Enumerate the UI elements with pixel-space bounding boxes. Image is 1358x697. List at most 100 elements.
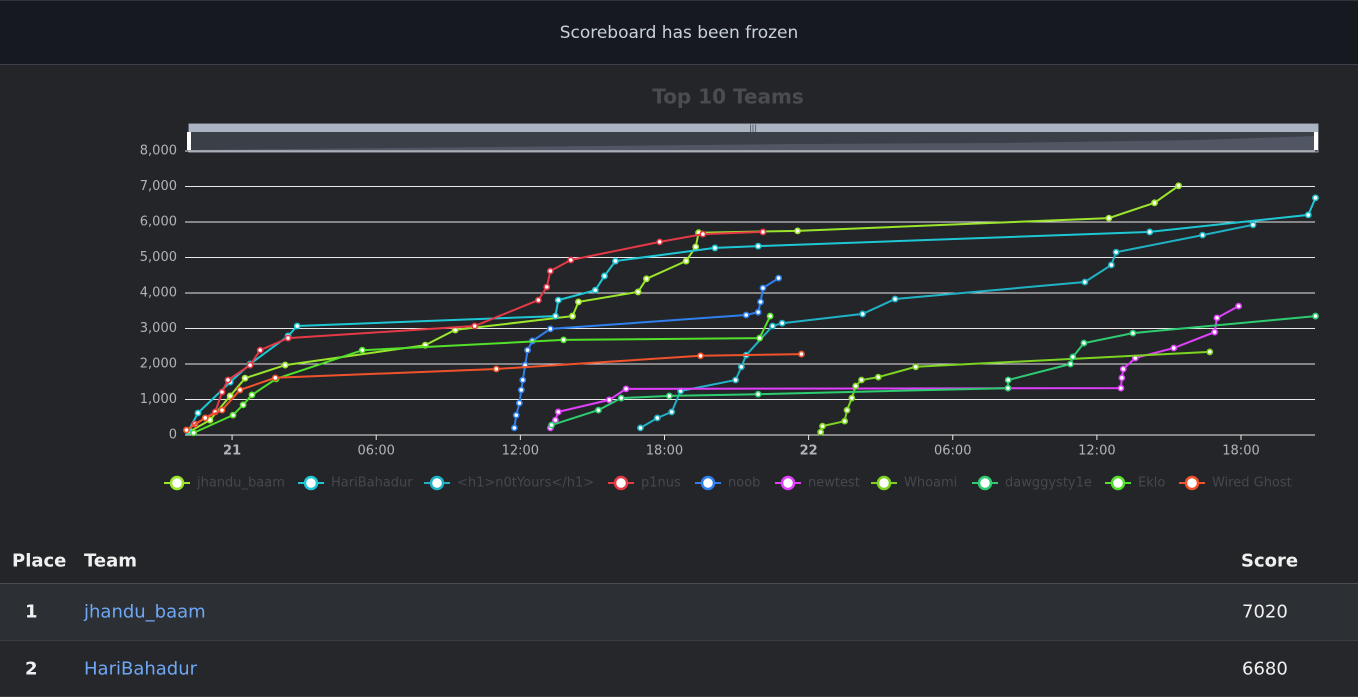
data-point bbox=[1117, 384, 1125, 392]
data-point bbox=[1312, 312, 1319, 320]
data-point bbox=[699, 230, 707, 238]
data-point bbox=[732, 376, 739, 384]
team-link[interactable]: HariBahadur bbox=[84, 658, 198, 679]
data-point bbox=[271, 374, 279, 382]
data-point bbox=[637, 424, 644, 432]
legend-item[interactable]: dawggysty1e bbox=[972, 476, 1092, 491]
legend-item[interactable]: Whoami bbox=[871, 476, 957, 491]
slider-handle[interactable] bbox=[187, 132, 191, 150]
data-point bbox=[759, 228, 767, 236]
slider-preview bbox=[190, 136, 1316, 152]
data-point bbox=[1175, 182, 1182, 190]
legend-label: Whoami bbox=[904, 476, 957, 491]
data-point bbox=[517, 386, 525, 394]
legend-item[interactable]: <h1>n0tYours</h1> bbox=[424, 476, 594, 491]
header-cell: Score bbox=[1241, 550, 1299, 571]
data-point bbox=[224, 376, 232, 384]
data-point bbox=[697, 352, 704, 360]
y-tick-label: 2,000 bbox=[140, 357, 177, 372]
legend-marker bbox=[613, 475, 629, 491]
data-point bbox=[554, 408, 562, 416]
data-point bbox=[754, 390, 762, 398]
legend-label: p1nus bbox=[641, 476, 681, 491]
y-tick-label: 0 bbox=[169, 428, 177, 443]
data-point bbox=[595, 406, 602, 414]
data-point bbox=[190, 429, 198, 437]
legend-marker bbox=[1184, 475, 1200, 491]
data-point bbox=[754, 308, 762, 316]
x-tick-label: 18:00 bbox=[646, 444, 683, 459]
data-point bbox=[358, 346, 366, 354]
data-point bbox=[622, 385, 630, 393]
legend-label: dawggysty1e bbox=[1005, 476, 1092, 491]
legend-marker bbox=[977, 475, 993, 491]
legend-marker bbox=[876, 475, 892, 491]
data-point bbox=[601, 272, 608, 280]
data-point bbox=[492, 365, 500, 373]
data-point bbox=[819, 422, 826, 430]
data-point bbox=[546, 267, 554, 275]
data-point bbox=[1151, 199, 1158, 207]
zoom-slider[interactable]: ||| bbox=[187, 123, 1319, 153]
slider-handle[interactable] bbox=[1314, 132, 1318, 150]
series bbox=[184, 194, 1319, 435]
x-tick-label: 12:00 bbox=[1078, 444, 1115, 459]
y-tick-label: 5,000 bbox=[140, 250, 177, 265]
data-point bbox=[1069, 353, 1077, 361]
series-line bbox=[639, 223, 1254, 429]
series-line bbox=[549, 305, 1240, 429]
y-tick-label: 3,000 bbox=[140, 321, 177, 336]
series-line bbox=[513, 277, 780, 429]
data-point bbox=[612, 257, 619, 265]
data-point bbox=[1170, 344, 1178, 352]
data-point bbox=[236, 386, 244, 394]
data-point bbox=[284, 334, 292, 342]
data-point bbox=[241, 374, 249, 382]
legend-item[interactable]: p1nus bbox=[608, 476, 681, 491]
legend-item[interactable]: Wired Ghost bbox=[1179, 476, 1292, 491]
y-tick-label: 6,000 bbox=[140, 215, 177, 230]
data-point bbox=[552, 312, 559, 320]
data-point bbox=[239, 401, 247, 409]
data-point bbox=[742, 311, 750, 319]
data-point bbox=[591, 286, 599, 294]
series-line bbox=[551, 315, 1316, 427]
data-point bbox=[817, 428, 825, 436]
team-link[interactable]: jhandu_baam bbox=[84, 601, 206, 623]
legend-item[interactable]: noob bbox=[695, 476, 760, 491]
data-point bbox=[841, 417, 849, 425]
series bbox=[190, 312, 774, 437]
x-tick-label: 06:00 bbox=[934, 444, 971, 459]
data-point bbox=[281, 361, 289, 369]
y-tick-label: 4,000 bbox=[140, 286, 177, 301]
data-point bbox=[874, 373, 882, 381]
data-point bbox=[226, 392, 234, 400]
data-point bbox=[524, 346, 531, 354]
legend-item[interactable]: HariBahadur bbox=[298, 476, 413, 491]
legend-item[interactable]: jhandu_baam bbox=[164, 476, 285, 491]
score: 6680 bbox=[1242, 658, 1288, 679]
legend-item[interactable]: newtest bbox=[775, 476, 860, 491]
legend-item[interactable]: Eklo bbox=[1105, 476, 1165, 491]
legend-marker bbox=[169, 475, 185, 491]
score: 7020 bbox=[1242, 601, 1288, 623]
data-point bbox=[794, 227, 801, 235]
data-point bbox=[218, 388, 226, 396]
data-point bbox=[1080, 339, 1088, 347]
data-point bbox=[682, 257, 690, 265]
data-point bbox=[692, 243, 700, 251]
data-point bbox=[1067, 360, 1074, 368]
data-point bbox=[1112, 248, 1120, 256]
slider-handle-bar[interactable] bbox=[189, 124, 1318, 132]
data-point bbox=[859, 310, 867, 318]
legend-marker bbox=[303, 475, 319, 491]
data-point bbox=[759, 284, 767, 292]
data-point bbox=[1213, 314, 1221, 322]
data-point bbox=[711, 244, 719, 252]
slider-grip: ||| bbox=[749, 124, 757, 133]
data-point bbox=[891, 295, 899, 303]
data-point bbox=[843, 406, 851, 414]
series-line bbox=[185, 353, 802, 431]
data-point bbox=[293, 322, 301, 330]
data-point bbox=[848, 394, 856, 402]
